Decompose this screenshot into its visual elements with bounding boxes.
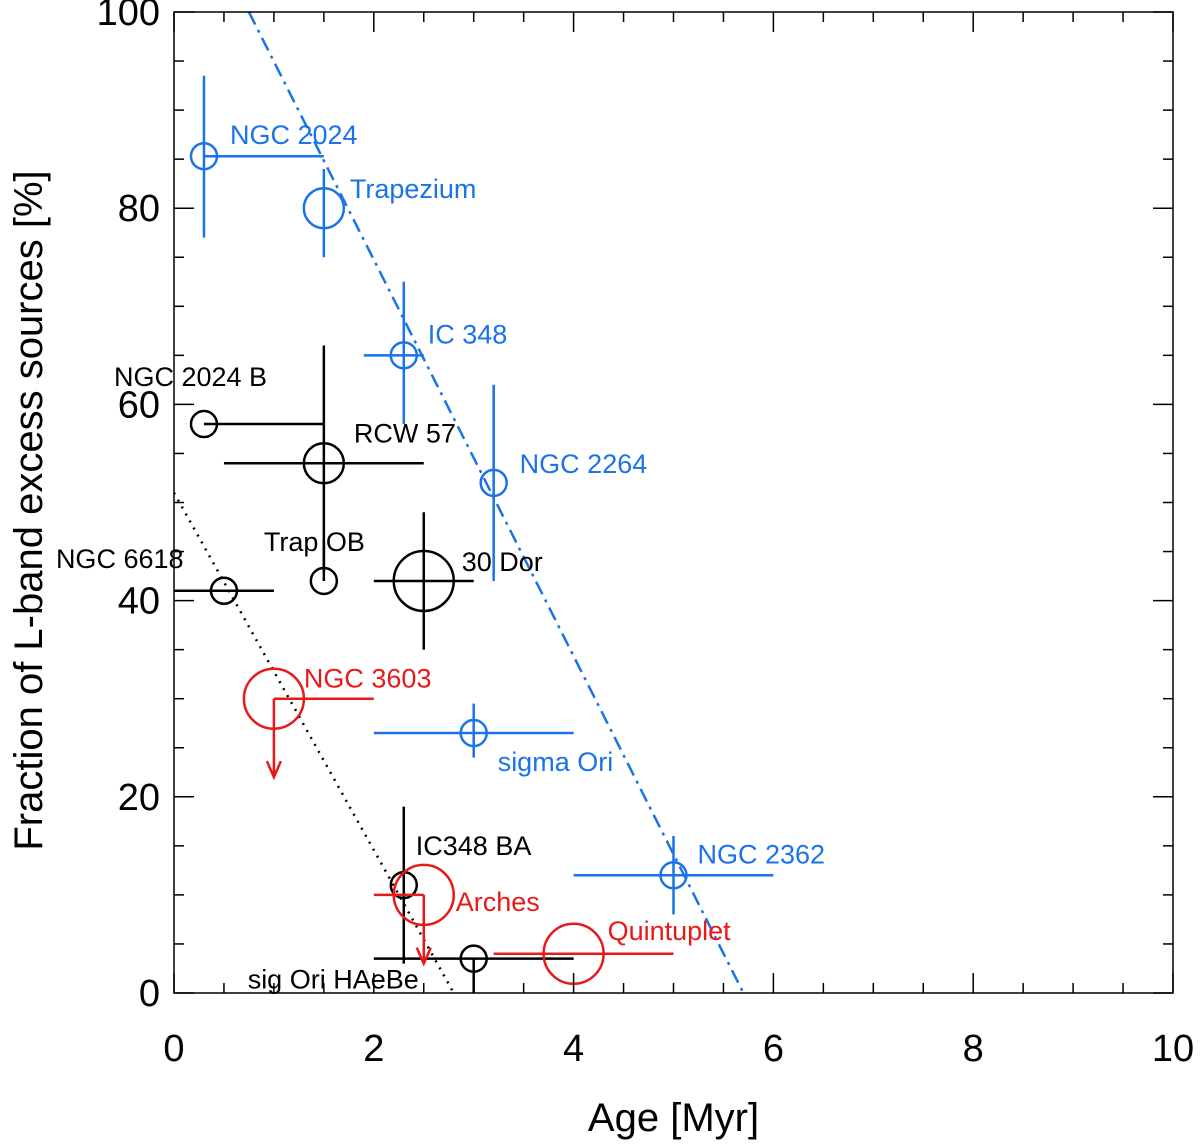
blue-fit-line <box>247 11 745 994</box>
point-quintuplet: Quintuplet <box>493 916 732 986</box>
axis-ticks <box>173 11 1174 994</box>
point-marker <box>392 863 455 927</box>
x-tick-label: 4 <box>563 1028 584 1070</box>
point-label: NGC 2024 <box>230 120 358 150</box>
point-label: 30 Dor <box>462 547 543 577</box>
point-ngc-6618: NGC 6618 <box>56 544 274 606</box>
x-tick-label: 10 <box>1152 1028 1194 1070</box>
x-tick-label: 0 <box>163 1028 184 1070</box>
x-tick-label: 8 <box>963 1028 984 1070</box>
point-marker <box>189 409 219 439</box>
point-marker <box>459 718 488 748</box>
point-label: sig Ori HAeBe <box>248 965 419 995</box>
point-marker <box>659 861 688 890</box>
point-marker <box>189 141 219 171</box>
black-fit-line <box>172 492 455 994</box>
point-marker <box>459 944 488 973</box>
point-marker <box>302 186 346 230</box>
point-label: Trapezium <box>350 174 477 204</box>
point-marker <box>302 442 346 485</box>
point-label: Arches <box>456 887 540 917</box>
y-tick-label: 60 <box>118 384 160 426</box>
upper-limit-arrowhead <box>265 760 283 781</box>
y-tick-label: 80 <box>118 188 160 230</box>
point-arches: Arches <box>373 863 540 967</box>
point-label: NGC 2264 <box>520 449 648 479</box>
y-tick-label: 0 <box>139 973 160 1015</box>
point-label: sigma Ori <box>498 747 614 777</box>
point-ngc-2024-b: NGC 2024 B <box>114 362 324 439</box>
y-tick-label: 100 <box>97 0 160 34</box>
x-axis-title: Age [Myr] <box>588 1096 759 1140</box>
point-label: RCW 57 <box>354 418 456 448</box>
x-tick-label: 2 <box>363 1028 384 1070</box>
point-rcw-57: RCW 57 <box>223 345 456 572</box>
point-label: IC 348 <box>428 319 508 349</box>
point-sig-ori-haebe: sig Ori HAeBe <box>248 944 574 995</box>
point-ngc-2362: NGC 2362 <box>573 836 826 915</box>
point-ic348-ba: IC348 BA <box>389 806 532 964</box>
point-ic-348: IC 348 <box>363 281 508 425</box>
point-label: Quintuplet <box>608 916 732 946</box>
point-label: NGC 2362 <box>698 839 826 869</box>
point-trap-ob: Trap OB <box>264 527 365 596</box>
point-label: IC348 BA <box>416 831 532 861</box>
point-30-dor: 30 Dor <box>373 512 543 650</box>
point-marker <box>479 468 508 498</box>
point-label: Trap OB <box>264 527 365 557</box>
point-ngc-3603: NGC 3603 <box>242 664 432 781</box>
point-label: NGC 2024 B <box>114 362 267 392</box>
point-label: NGC 6618 <box>56 544 184 574</box>
y-tick-label: 20 <box>118 777 160 819</box>
y-tick-label: 40 <box>118 581 160 623</box>
point-marker <box>209 576 239 606</box>
fit-lines <box>172 11 745 994</box>
point-trapezium: Trapezium <box>302 168 477 258</box>
point-marker <box>392 549 455 613</box>
point-marker <box>309 566 339 596</box>
y-axis-title: Fraction of L-band excess sources [%] <box>7 170 51 850</box>
x-tick-label: 6 <box>763 1028 784 1070</box>
point-ngc-2264: NGC 2264 <box>479 384 648 581</box>
upper-limit-arrowhead <box>415 947 432 967</box>
point-sigma-ori: sigma Ori <box>373 703 614 777</box>
point-marker <box>242 667 306 730</box>
data-points: NGC 2024 Trapezium IC 348 NGC 2264 sigma Ori… <box>56 75 826 995</box>
point-marker <box>389 341 419 370</box>
point-ngc-2024: NGC 2024 <box>189 75 358 238</box>
point-label: NGC 3603 <box>304 664 432 694</box>
